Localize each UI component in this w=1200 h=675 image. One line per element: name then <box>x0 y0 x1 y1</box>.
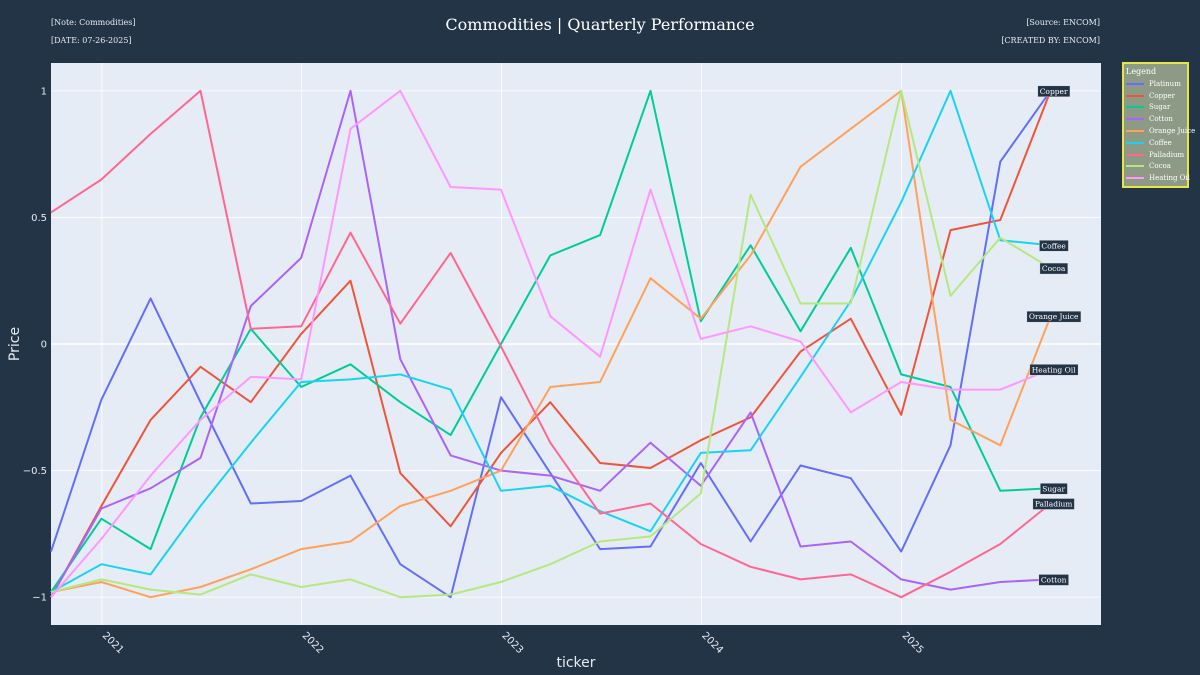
legend-item-cotton[interactable]: Cotton <box>1126 113 1185 125</box>
legend-item-label: Coffee <box>1149 138 1172 147</box>
end-label-text: Sugar <box>1042 484 1065 493</box>
end-label-background <box>1039 240 1069 252</box>
legend-swatch <box>1126 82 1144 85</box>
y-tick-label: 1 <box>41 86 47 97</box>
legend-item-label: Cocoa <box>1149 162 1171 171</box>
end-label-background <box>1032 498 1075 510</box>
legend-item-label: Copper <box>1149 91 1176 100</box>
end-label-background <box>1038 574 1069 586</box>
legend-swatch <box>1126 106 1144 109</box>
end-label-copper: Copper <box>1037 85 1071 98</box>
series-line-sugar[interactable] <box>50 89 1051 593</box>
series-end-labels: Copper Sugar Cotton Orange Juice Coffee Palla… <box>1026 85 1082 586</box>
note-label: [Note: Commodities] <box>51 18 136 27</box>
legend-item-cocoa[interactable]: Cocoa <box>1126 161 1185 173</box>
end-label-palladium: Palladium <box>1032 498 1075 510</box>
legend-item-label: Heating Oil <box>1149 174 1190 183</box>
legend-item-label: Platinum <box>1149 79 1181 88</box>
legend-item-label: Cotton <box>1149 115 1173 124</box>
series-line-cocoa[interactable] <box>50 89 1052 599</box>
legend-item-heating-oil[interactable]: Heating Oil <box>1126 172 1190 184</box>
y-axis-title: Price <box>7 327 23 361</box>
legend-item-sugar[interactable]: Sugar <box>1126 102 1185 114</box>
y-tick-label: 0.5 <box>31 213 47 224</box>
legend-item-label: Palladium <box>1149 150 1185 159</box>
legend-swatch <box>1126 141 1144 144</box>
series-line-cotton[interactable] <box>50 89 1051 598</box>
legend-item-coffee[interactable]: Coffee <box>1126 137 1185 149</box>
series-line-copper[interactable] <box>50 90 1052 598</box>
end-label-text: Cotton <box>1041 575 1067 584</box>
x-tick-label: 2023 <box>499 630 525 656</box>
legend-swatch <box>1126 177 1144 180</box>
series-line-coffee[interactable] <box>50 89 1051 593</box>
x-tick-label: 2025 <box>900 630 926 656</box>
series-line-heating-oil[interactable] <box>50 89 1051 598</box>
end-label-coffee: Coffee <box>1039 240 1069 252</box>
created-by-label: [CREATED BY: ENCOM] <box>1001 36 1100 45</box>
end-label-text: Coffee <box>1041 241 1066 250</box>
legend-items: Platinum Copper Sugar Cotton Orange Juice Cof… <box>1126 78 1195 184</box>
end-label-cocoa: Cocoa <box>1039 262 1069 275</box>
y-tick-label: −0.5 <box>23 466 47 477</box>
x-tick-label: 2021 <box>100 630 126 656</box>
end-label-heating-oil: Heating Oil <box>1029 364 1079 376</box>
legend-swatch <box>1126 130 1144 133</box>
end-label-text: Heating Oil <box>1032 365 1076 374</box>
series-line-orange-juice[interactable] <box>50 89 1052 599</box>
source-label: [Source: ENCOM] <box>1026 18 1100 27</box>
x-tick-label: 2024 <box>699 630 725 656</box>
end-label-text: Cocoa <box>1042 264 1066 273</box>
legend-item-palladium[interactable]: Palladium <box>1126 149 1185 161</box>
end-label-text: Palladium <box>1035 499 1073 508</box>
y-tick-label: −1 <box>32 593 47 604</box>
y-tick-label: 0 <box>41 340 47 351</box>
series-line-platinum[interactable] <box>50 90 1052 599</box>
legend-swatch <box>1126 165 1144 168</box>
y-axis-ticks: −1 −0.5 0 0.5 1 <box>23 86 47 603</box>
end-label-background <box>1037 85 1071 98</box>
legend[interactable]: Legend Platinum Copper Sugar Cotton Orange J… <box>1122 62 1195 188</box>
legend-title: Legend <box>1126 67 1157 76</box>
end-label-background <box>1029 364 1079 376</box>
date-label: [DATE: 07-26-2025] <box>51 36 132 45</box>
legend-swatch <box>1126 94 1144 97</box>
x-axis-ticks: 2021 2022 2023 2024 2025 <box>100 630 926 656</box>
end-label-sugar: Sugar <box>1040 483 1068 495</box>
chart-title: Commodities | Quarterly Performance <box>445 15 755 34</box>
end-label-cotton: Cotton <box>1038 574 1069 586</box>
end-label-background <box>1026 310 1082 323</box>
legend-swatch <box>1126 153 1144 156</box>
legend-item-platinum[interactable]: Platinum <box>1126 78 1185 90</box>
legend-item-label: Orange Juice <box>1149 127 1196 136</box>
end-label-background <box>1040 483 1068 495</box>
end-label-text: Orange Juice <box>1029 312 1079 321</box>
legend-item-label: Sugar <box>1149 103 1171 112</box>
legend-swatch <box>1126 118 1144 121</box>
series-lines <box>50 89 1052 599</box>
legend-item-orange-juice[interactable]: Orange Juice <box>1126 125 1195 137</box>
series-line-palladium[interactable] <box>50 89 1052 599</box>
end-label-orange-juice: Orange Juice <box>1026 310 1082 323</box>
end-label-text: Copper <box>1040 87 1068 96</box>
x-tick-label: 2022 <box>300 630 326 656</box>
legend-item-copper[interactable]: Copper <box>1126 90 1185 102</box>
x-axis-title: ticker <box>556 655 595 671</box>
end-label-background <box>1039 262 1069 275</box>
